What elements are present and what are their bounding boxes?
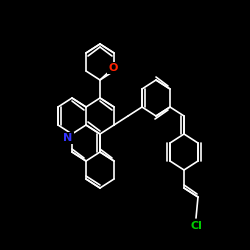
Text: Cl: Cl [190, 221, 202, 231]
Text: N: N [64, 133, 72, 143]
Text: O: O [108, 63, 118, 73]
